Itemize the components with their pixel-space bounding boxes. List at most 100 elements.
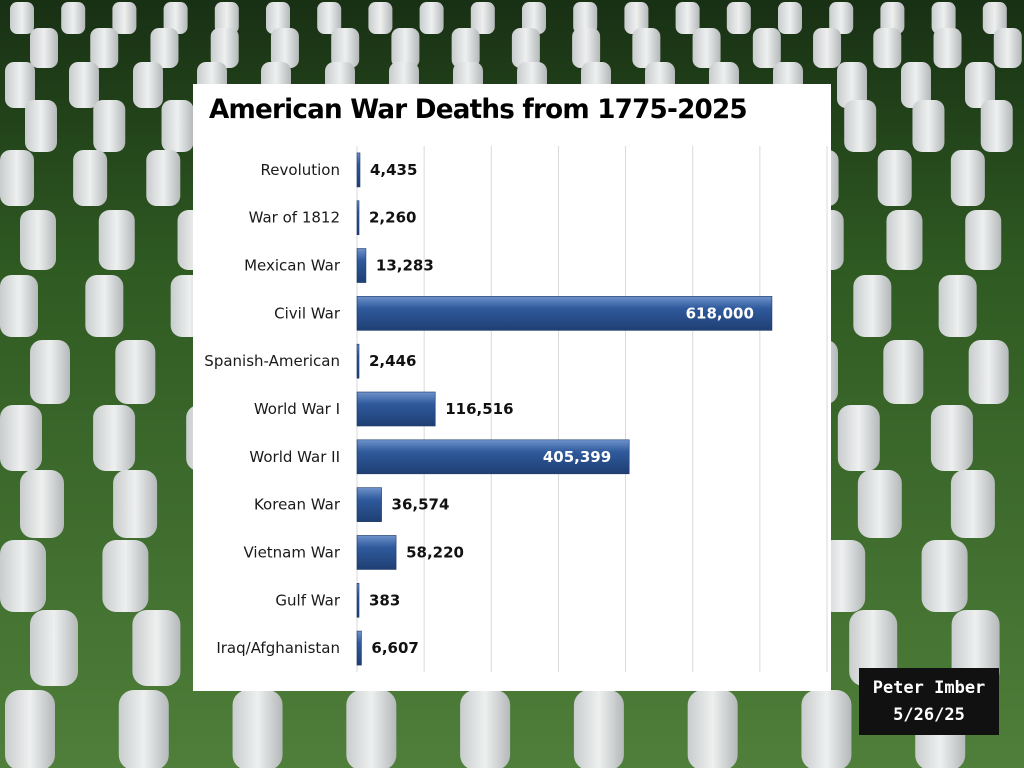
headstone — [950, 150, 985, 206]
category-label: Korean War — [254, 496, 341, 514]
headstone — [5, 690, 55, 768]
headstone — [938, 275, 977, 337]
headstone — [829, 2, 854, 34]
bar — [356, 535, 397, 570]
headstone — [522, 2, 546, 34]
headstone — [132, 610, 181, 686]
category-label: Vietnam War — [243, 543, 340, 561]
bar — [356, 630, 362, 666]
bar — [356, 487, 382, 522]
headstone — [266, 2, 290, 34]
headstone — [270, 28, 299, 68]
headstone — [470, 2, 495, 34]
headstone — [675, 2, 700, 34]
headstone — [692, 28, 721, 68]
headstone — [853, 275, 892, 337]
headstone — [930, 405, 973, 471]
headstone — [317, 2, 342, 34]
headstone — [857, 470, 902, 538]
bar — [356, 582, 360, 618]
headstone — [837, 62, 867, 108]
headstone — [877, 150, 912, 206]
headstone — [30, 340, 70, 404]
credit-box: Peter Imber 5/26/25 — [859, 668, 999, 735]
headstone — [511, 28, 540, 68]
headstone — [93, 405, 136, 471]
headstone — [933, 28, 962, 68]
value-label: 6,607 — [371, 639, 418, 657]
headstone — [901, 62, 931, 108]
category-label: Spanish-American — [204, 352, 340, 370]
value-label: 618,000 — [686, 304, 754, 322]
headstone — [331, 28, 360, 68]
bar-chart: Revolution 4,435 War of 1812 2,260 Mexican W… — [204, 146, 828, 672]
category-label: War of 1812 — [249, 209, 340, 227]
headstone — [0, 150, 34, 206]
headstone — [0, 405, 42, 471]
bar — [356, 152, 361, 188]
headstone — [98, 210, 135, 270]
headstone — [61, 2, 86, 34]
headstone — [73, 150, 108, 206]
headstone — [980, 100, 1013, 152]
headstone — [982, 2, 1007, 34]
headstone — [232, 690, 283, 768]
headstone — [726, 2, 751, 34]
headstone — [849, 610, 898, 686]
headstone — [163, 2, 188, 34]
headstone — [85, 275, 124, 337]
headstone — [102, 540, 149, 612]
bar — [356, 200, 360, 236]
headstone — [161, 100, 194, 152]
headstone — [69, 62, 99, 108]
chart-title: American War Deaths from 1775-2025 — [209, 94, 748, 125]
headstone — [30, 28, 58, 68]
bar — [356, 248, 367, 283]
headstone — [813, 28, 842, 68]
headstone — [573, 2, 598, 34]
headstone — [93, 100, 126, 152]
labels: Revolution 4,435 War of 1812 2,260 Mexican W… — [204, 161, 754, 657]
headstone — [883, 340, 924, 404]
headstone — [346, 690, 397, 768]
headstone — [460, 690, 511, 768]
bar — [356, 343, 360, 379]
headstone — [687, 690, 738, 768]
headstone — [146, 150, 181, 206]
credit-date: 5/26/25 — [893, 705, 965, 725]
value-label: 2,260 — [369, 209, 416, 227]
bar — [356, 439, 630, 475]
headstone — [572, 28, 601, 68]
headstone — [844, 100, 877, 152]
headstone — [912, 100, 945, 152]
headstone — [150, 28, 179, 68]
value-label: 116,516 — [445, 400, 513, 418]
headstone — [950, 470, 995, 538]
headstone — [873, 28, 902, 68]
headstone — [5, 62, 35, 108]
category-label: World War I — [254, 400, 340, 418]
headstone — [801, 690, 852, 768]
category-label: World War II — [249, 448, 340, 466]
headstone — [368, 2, 393, 34]
credit-name: Peter Imber — [872, 678, 986, 698]
headstone — [968, 340, 1009, 404]
headstone — [20, 210, 56, 270]
headstone — [391, 28, 420, 68]
headstone — [837, 405, 880, 471]
headstone — [210, 28, 239, 68]
value-label: 58,220 — [406, 543, 464, 561]
bars — [356, 152, 773, 666]
headstone — [993, 28, 1022, 68]
value-label: 36,574 — [392, 496, 450, 514]
value-label: 4,435 — [370, 161, 417, 179]
headstone — [931, 2, 956, 34]
headstone — [113, 470, 158, 538]
category-label: Gulf War — [275, 591, 340, 609]
headstone — [112, 2, 137, 34]
headstone — [30, 610, 78, 686]
headstone — [951, 610, 1000, 686]
headstone — [624, 2, 649, 34]
value-label: 383 — [369, 591, 400, 609]
headstone — [573, 690, 624, 768]
